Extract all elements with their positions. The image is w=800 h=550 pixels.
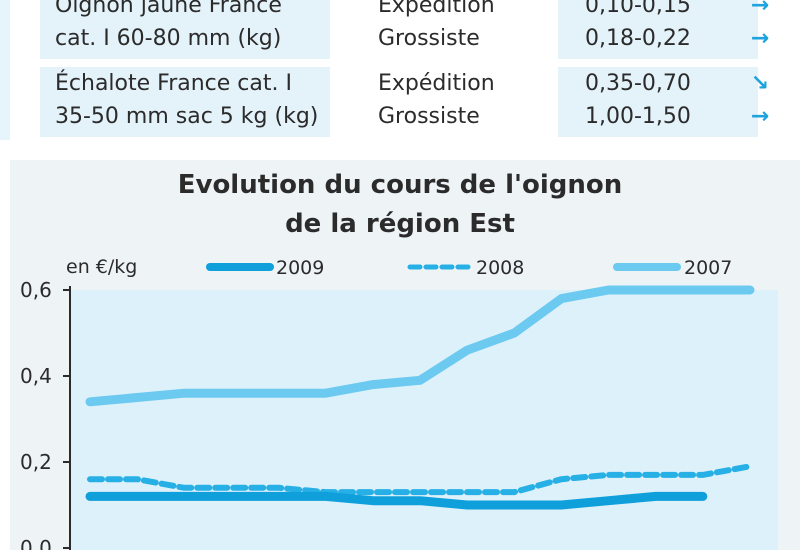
trend-arrow-icon: → [750, 0, 770, 18]
y-tick-label: 0,6 [20, 278, 52, 302]
y-tick-label: 0,0 [20, 536, 52, 550]
product-name-line: cat. I 60-80 mm (kg) [55, 26, 282, 51]
market-stage: Grossiste [378, 104, 480, 129]
market-stage: Grossiste [378, 26, 480, 51]
price-range: 0,18-0,22 [585, 26, 691, 51]
y-tick-label: 0,2 [20, 450, 52, 474]
price-table: Oignon jaune France cat. I 60-80 mm (kg)… [0, 0, 800, 140]
chart-title-line-2: de la région Est [285, 209, 515, 239]
y-tick-label: 0,4 [20, 364, 52, 388]
legend-label-2009: 2009 [276, 257, 324, 279]
series-line-2008 [87, 463, 753, 496]
table-row: Oignon jaune France cat. I 60-80 mm (kg)… [40, 0, 800, 59]
trend-arrow-icon: ↘ [750, 71, 770, 96]
legend: 2009 2008 2007 [206, 257, 732, 279]
chart-title-line-1: Evolution du cours de l'oignon [177, 170, 623, 200]
market-stage: Expédition [378, 0, 495, 18]
table-row: Échalote France cat. I 35-50 mm sac 5 kg… [40, 67, 800, 137]
trend-arrow-icon: → [750, 26, 770, 51]
series-line-2007 [85, 285, 755, 407]
y-axis: 0,0 0,2 0,4 0,6 [20, 278, 71, 550]
trend-arrow-icon: → [750, 104, 770, 129]
price-range: 0,10-0,15 [585, 0, 691, 18]
y-axis-label: en €/kg [66, 256, 137, 278]
price-range: 0,35-0,70 [585, 71, 691, 96]
price-range: 1,00-1,50 [585, 104, 691, 129]
legend-label-2008: 2008 [476, 257, 524, 279]
series-group [85, 285, 755, 510]
product-name-line: Échalote France cat. I [55, 71, 292, 96]
series-line-2009 [85, 491, 708, 510]
product-name-line: 35-50 mm sac 5 kg (kg) [55, 104, 319, 129]
legend-label-2007: 2007 [684, 257, 732, 279]
market-stage: Expédition [378, 71, 495, 96]
plot-area [70, 290, 778, 550]
product-name-line: Oignon jaune France [55, 0, 282, 18]
plot-background [70, 290, 778, 550]
